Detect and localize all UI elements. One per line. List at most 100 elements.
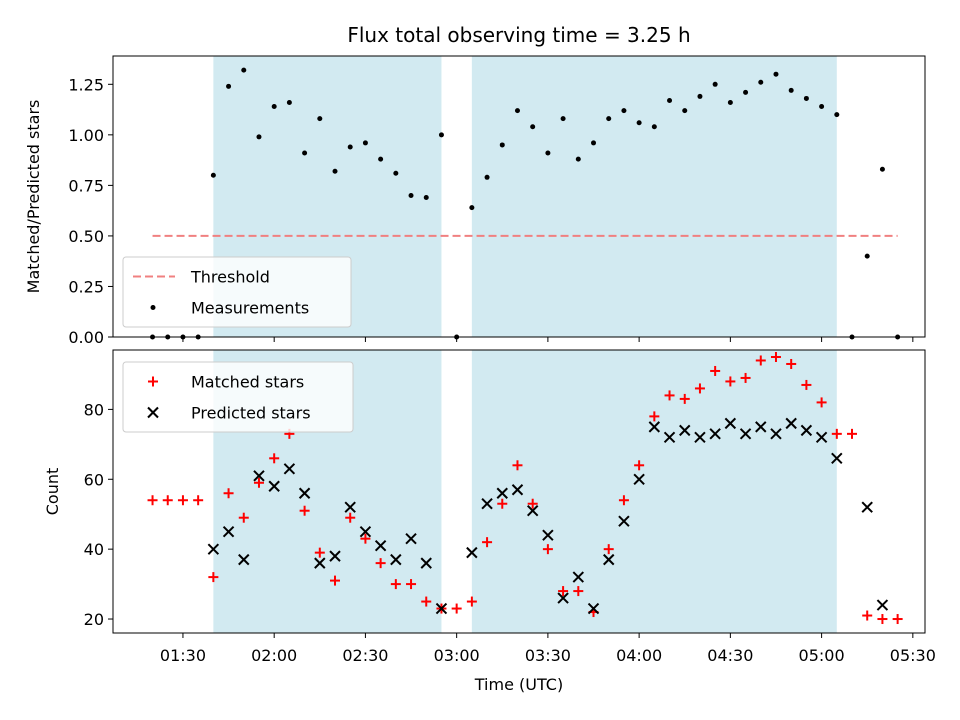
top-y-axis-label: Matched/Predicted stars: [24, 100, 43, 294]
bottom-data-point: [314, 557, 326, 569]
bottom-data-point: [831, 428, 842, 439]
top-legend-label: Measurements: [191, 299, 309, 318]
top-data-point: [423, 195, 429, 201]
bottom-data-point: [238, 553, 250, 566]
bottom-data-point: [390, 553, 402, 566]
top-panel: 0.00 0.25 0.50 0.75 1.00 1.25 Matched/Predicte…: [24, 55, 926, 347]
bottom-data-point: [526, 505, 539, 517]
top-data-point: [803, 95, 809, 101]
top-legend-label: Threshold: [190, 268, 270, 287]
bottom-data-point: [405, 532, 417, 545]
top-data-point: [712, 81, 718, 87]
bottom-data-point: [496, 487, 508, 499]
bottom-data-point: [831, 452, 843, 465]
bottom-data-point: [892, 614, 903, 625]
bottom-data-point: [725, 376, 736, 387]
top-data-point: [743, 89, 749, 95]
top-data-point: [545, 150, 551, 156]
x-tick-label: 04:30: [707, 646, 753, 665]
bottom-data-point: [572, 571, 585, 583]
top-data-point: [408, 192, 414, 198]
bottom-data-point: [253, 470, 265, 482]
top-data-point: [682, 108, 688, 114]
bottom-data-point: [649, 411, 660, 422]
top-data-point: [530, 124, 536, 130]
bottom-data-point: [740, 372, 751, 383]
x-tick-label: 03:00: [434, 646, 480, 665]
top-data-point: [302, 150, 308, 156]
top-data-point: [256, 134, 262, 140]
top-plot-frame: [112, 55, 926, 338]
bottom-data-point: [269, 453, 280, 464]
bottom-data-point: [739, 428, 752, 440]
top-data-point: [332, 168, 338, 174]
bottom-data-point: [710, 365, 721, 376]
bottom-data-point: [815, 431, 828, 444]
bottom-data-point: [253, 477, 264, 488]
bottom-data-point: [527, 498, 538, 509]
bottom-data-point: [770, 351, 781, 362]
top-legend-box: [122, 256, 352, 328]
top-data-point: [591, 140, 597, 146]
bottom-data-point: [374, 539, 387, 552]
bottom-data-point: [633, 473, 645, 485]
top-y-tick-label: 0.75: [68, 176, 104, 195]
bottom-data-point: [542, 529, 554, 541]
bottom-data-point: [709, 428, 721, 440]
top-data-point: [819, 104, 825, 110]
top-y-tick-label: 1.25: [68, 75, 104, 94]
bottom-data-point: [299, 505, 310, 516]
bottom-data-point: [344, 501, 356, 513]
top-y-tick-label: 0.00: [68, 328, 104, 347]
top-y-tick-label: 0.50: [68, 227, 104, 246]
bottom-data-point: [421, 596, 432, 607]
top-data-point: [514, 108, 520, 114]
top-legend: Threshold Measurements: [122, 256, 352, 328]
bottom-y-axis-label: Count: [43, 468, 62, 516]
bottom-data-point: [694, 383, 705, 394]
bottom-data-point: [785, 417, 797, 430]
bottom-data-point: [466, 596, 477, 607]
top-shaded-interval-2: [471, 56, 837, 337]
bottom-series-2: [207, 417, 889, 615]
bottom-data-point: [663, 431, 676, 444]
x-tick-label: 04:00: [616, 646, 662, 665]
x-tick-label: 05:30: [890, 646, 936, 665]
top-data-point: [834, 112, 840, 118]
x-tick-label: 05:00: [799, 646, 845, 665]
bottom-legend-label: Predicted stars: [191, 404, 311, 423]
bottom-data-point: [223, 488, 234, 499]
bottom-data-point: [877, 614, 888, 625]
x-axis-label: Time (UTC): [474, 675, 563, 694]
bottom-data-point: [162, 495, 173, 506]
bottom-data-point: [770, 428, 782, 440]
bottom-data-point: [345, 512, 356, 523]
top-y-tick-label: 1.00: [68, 126, 104, 145]
bottom-data-point: [573, 586, 584, 597]
bottom-data-point: [330, 575, 341, 586]
x-tick-label: 02:00: [251, 646, 297, 665]
bottom-shaded-interval-2: [471, 350, 837, 633]
bottom-legend-label: Matched stars: [191, 373, 304, 392]
top-data-point: [226, 83, 232, 89]
bottom-data-point: [222, 525, 235, 538]
bottom-data-point: [511, 484, 524, 496]
bottom-data-point: [847, 428, 858, 439]
bottom-data-point: [603, 544, 614, 555]
top-data-point: [636, 120, 642, 126]
bottom-data-point: [862, 610, 873, 621]
top-data-point: [575, 156, 581, 162]
bottom-data-point: [816, 397, 827, 408]
top-data-point: [727, 99, 733, 105]
bottom-data-point: [451, 603, 462, 614]
top-data-point: [286, 99, 292, 105]
bottom-data-point: [679, 393, 690, 404]
top-data-point: [788, 87, 794, 93]
bottom-data-point: [283, 463, 296, 475]
top-data-point: [758, 79, 764, 85]
bottom-data-point: [648, 421, 661, 433]
bottom-data-point: [208, 572, 219, 583]
bottom-data-point: [557, 592, 569, 604]
bottom-data-point: [587, 602, 600, 615]
bottom-data-point: [755, 355, 766, 366]
